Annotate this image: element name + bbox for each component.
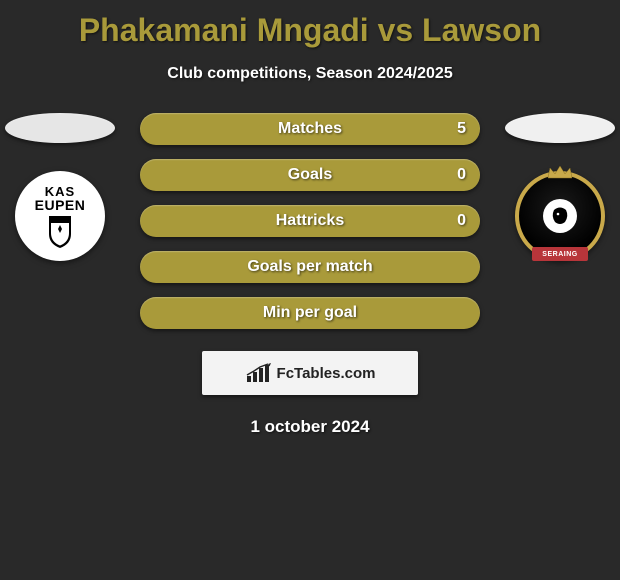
shield-icon [47,216,73,248]
stat-row-goals-per-match: Goals per match [140,251,480,283]
stat-label: Hattricks [276,212,344,230]
right-player-avatar [505,113,615,143]
left-player-avatar [5,113,115,143]
attribution-text: FcTables.com [277,365,376,382]
subtitle: Club competitions, Season 2024/2025 [0,65,620,83]
left-player-column: KAS EUPEN [0,113,120,261]
right-club-badge: SERAING [515,171,605,261]
stat-row-matches: Matches 5 [140,113,480,145]
badge-text-eupen: EUPEN [35,197,86,213]
attribution-box: FcTables.com [202,351,418,395]
left-club-badge: KAS EUPEN [15,171,105,261]
stat-label: Min per goal [263,304,357,322]
right-player-column: SERAING [500,113,620,261]
lion-icon [543,199,577,233]
date-text: 1 october 2024 [0,417,620,437]
page-title: Phakamani Mngadi vs Lawson [0,0,620,49]
badge-banner: SERAING [532,247,588,261]
comparison-block: KAS EUPEN SERAING [0,113,620,329]
stat-row-min-per-goal: Min per goal [140,297,480,329]
crown-icon [547,165,573,179]
stat-row-goals: Goals 0 [140,159,480,191]
stat-right-value: 0 [457,212,466,230]
stat-label: Matches [278,120,342,138]
stat-right-value: 5 [457,120,466,138]
stat-right-value: 0 [457,166,466,184]
stat-row-hattricks: Hattricks 0 [140,205,480,237]
stat-label: Goals per match [247,258,372,276]
stats-list: Matches 5 Goals 0 Hattricks 0 Goals per … [140,113,480,329]
stat-label: Goals [288,166,332,184]
bar-chart-icon [245,362,271,384]
